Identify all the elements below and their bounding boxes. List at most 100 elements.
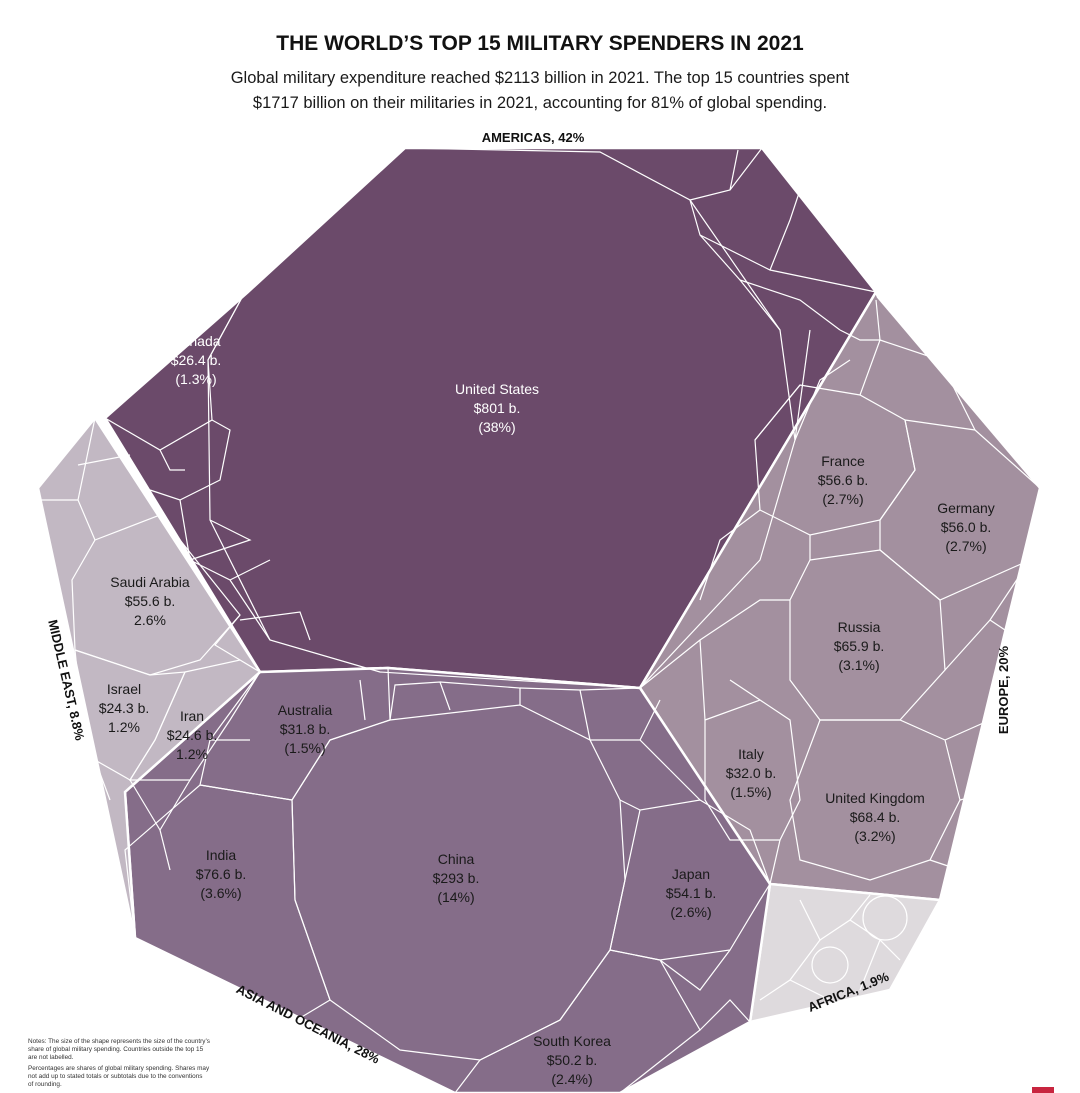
label-canada-share: (1.3%)	[175, 371, 216, 387]
cell-border-eu-13	[839, 329, 880, 341]
cell-australia	[199, 667, 391, 801]
label-india-share: (3.6%)	[200, 885, 241, 901]
cell-border-eu-3	[699, 509, 761, 601]
cell-border-as-1	[389, 681, 451, 721]
cell-border-me-3	[77, 454, 131, 466]
cell-border-eu-2	[699, 639, 706, 721]
label-saudi-arabia-name: Saudi Arabia	[110, 574, 190, 590]
label-france-name: France	[821, 453, 865, 469]
label-india-value: $76.6 b.	[196, 866, 247, 882]
asia-cells	[124, 667, 771, 1093]
cell-border-sw-1	[239, 611, 311, 641]
label-iran-name: Iran	[180, 708, 204, 724]
region-africa	[748, 882, 943, 1024]
cell-canada	[103, 291, 246, 451]
label-china-name: China	[438, 851, 475, 867]
label-iran-share: 1.2%	[176, 746, 208, 762]
cell-border-ne-3	[729, 149, 739, 191]
cell-border-as-4	[579, 687, 641, 691]
cell-border-af-4	[859, 939, 881, 991]
label-canada-name: Canada	[171, 333, 220, 349]
label-united-states-share: (38%)	[478, 419, 515, 435]
cell-border-eu-7	[944, 699, 1011, 741]
cell-border-eu-1	[639, 599, 790, 689]
label-saudi-arabia-value: $55.6 b.	[125, 593, 176, 609]
label-china-value: $293 b.	[433, 870, 480, 886]
label-germany-share: (2.7%)	[945, 538, 986, 554]
cell-border-west-3	[189, 519, 252, 561]
label-china-share: (14%)	[437, 889, 474, 905]
chart-title: THE WORLD’S TOP 15 MILITARY SPENDERS IN …	[276, 32, 804, 55]
cell-border-eu-12	[879, 339, 976, 431]
label-south-korea-share: (2.4%)	[551, 1071, 592, 1087]
cell-iran	[128, 659, 261, 781]
label-germany-name: Germany	[937, 500, 995, 516]
cell-border-eu-6	[989, 619, 1021, 641]
cell-border-west-2	[159, 449, 185, 471]
label-south-korea-value: $50.2 b.	[547, 1052, 598, 1068]
cell-border-ne-2	[689, 199, 877, 293]
cell-border-ne-7	[794, 359, 851, 441]
label-australia-value: $31.8 b.	[280, 721, 331, 737]
label-germany-value: $56.0 b.	[941, 519, 992, 535]
cell-border-as-7	[669, 769, 701, 801]
cell-border-nw-1	[289, 189, 311, 251]
label-australia-name: Australia	[278, 702, 333, 718]
note-line-6: of rounding.	[28, 1081, 62, 1088]
label-south-korea-name: South Korea	[533, 1033, 611, 1049]
label-united-kingdom-value: $68.4 b.	[850, 809, 901, 825]
cell-border-eu-14	[754, 384, 801, 441]
note-line-2: share of global military spending. Count…	[28, 1046, 204, 1053]
label-israel-name: Israel	[107, 681, 141, 697]
middle-east-cells	[40, 417, 261, 871]
cell-border-af-7	[811, 946, 849, 984]
label-united-kingdom-name: United Kingdom	[825, 790, 925, 806]
label-united-kingdom-share: (3.2%)	[854, 828, 895, 844]
cell-border-eu-9	[929, 859, 961, 871]
cell-border-as-12	[359, 679, 366, 721]
cell-border-me-6	[159, 829, 171, 871]
europe-cells	[639, 299, 1041, 885]
label-italy-name: Italy	[738, 746, 764, 762]
chart-subtitle-line-1: Global military expenditure reached $211…	[231, 69, 850, 87]
label-italy-share: (1.5%)	[730, 784, 771, 800]
cell-border-ne-6	[739, 279, 841, 331]
label-russia-share: (3.1%)	[838, 657, 879, 673]
cell-border-ne-5	[769, 189, 801, 271]
region-middle-east	[36, 415, 262, 939]
cell-border-west-1	[179, 499, 271, 641]
cell-border-canada-lower	[149, 419, 231, 501]
cell-border-eu-15	[729, 679, 761, 701]
label-saudi-arabia-share: 2.6%	[134, 612, 166, 628]
cell-border-eu-10	[769, 839, 781, 885]
region-label-americas: AMERICAS, 42%	[482, 130, 585, 145]
label-france-value: $56.6 b.	[818, 472, 869, 488]
cell-border-west-4	[229, 559, 271, 581]
label-japan-name: Japan	[672, 866, 710, 882]
label-russia-value: $65.9 b.	[834, 638, 885, 654]
label-israel-share: 1.2%	[108, 719, 140, 735]
corner-logo-mark	[1032, 1087, 1054, 1093]
label-japan-share: (2.6%)	[670, 904, 711, 920]
cell-india	[124, 784, 331, 1031]
label-india-name: India	[206, 847, 237, 863]
cell-south-korea	[454, 949, 701, 1093]
cell-saudi-arabia	[71, 514, 241, 676]
cell-border-eu-8	[959, 789, 1001, 801]
note-line-1: Notes: The size of the shape represents …	[28, 1038, 210, 1045]
label-italy-value: $32.0 b.	[726, 765, 777, 781]
note-line-5: not add up to stated totals or subtotals…	[28, 1073, 202, 1080]
label-united-states-value: $801 b.	[474, 400, 521, 416]
label-israel-value: $24.3 b.	[99, 700, 150, 716]
label-canada-value: $26.4 b.	[171, 352, 222, 368]
chart-subtitle-line-2: $1717 billion on their militaries in 202…	[253, 94, 827, 112]
cell-border-as-8	[639, 699, 661, 741]
cell-border-me-4	[214, 614, 241, 661]
label-france-share: (2.7%)	[822, 491, 863, 507]
africa-cells	[759, 894, 908, 1001]
label-japan-value: $54.1 b.	[666, 885, 717, 901]
label-iran-value: $24.6 b.	[167, 727, 218, 743]
cell-border-af-1	[799, 894, 871, 941]
label-australia-share: (1.5%)	[284, 740, 325, 756]
